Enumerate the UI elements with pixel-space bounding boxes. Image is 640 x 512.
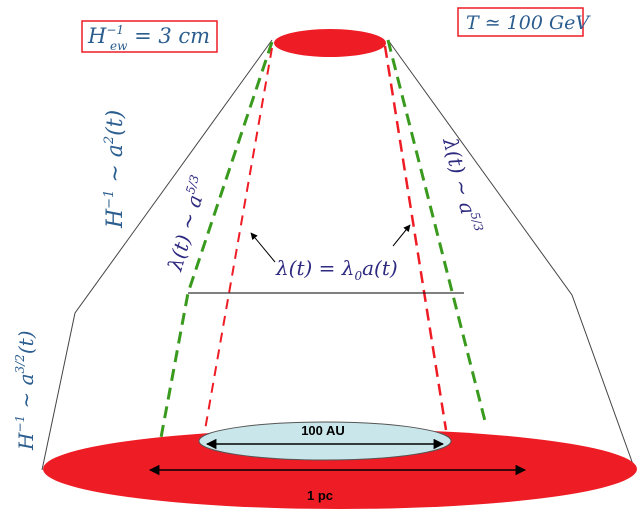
large-disk-label: 1 pc: [307, 488, 333, 503]
hubble-radius-label: H−1 ew = 3 cm: [87, 23, 210, 53]
green-dashed-left: [158, 41, 274, 444]
green-dashed-right: [386, 39, 488, 426]
temperature-box: [457, 7, 584, 37]
arrow-to-left-line: [250, 232, 276, 263]
lambda-scaling-right: λ(t) ∼ a5/3: [438, 134, 486, 236]
hubble-scaling-top: H−1 ∼ a2(t): [102, 110, 128, 229]
hubble-scaling-bottom: H−1 ∼ a3/2(t): [13, 330, 38, 451]
top-disk: [274, 29, 386, 57]
lambda-center-formula: λ(t) = λ0a(t): [275, 256, 398, 283]
red-dashed-left: [204, 47, 273, 431]
temperature-label: T ≃ 100 GeV: [466, 12, 591, 34]
hubble-radius-box: [81, 20, 218, 53]
cone-right-edge: [387, 39, 636, 471]
cone-left-edge: [41, 39, 273, 471]
lambda-scaling-left: λ(t) ∼ a5/3: [161, 173, 212, 274]
small-disk-label: 100 AU: [301, 423, 345, 438]
arrow-to-right-line: [392, 224, 411, 247]
red-dashed-right: [383, 45, 448, 431]
